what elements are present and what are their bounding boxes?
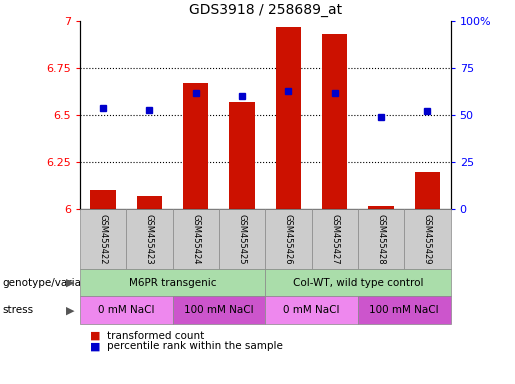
Text: transformed count: transformed count xyxy=(107,331,204,341)
Title: GDS3918 / 258689_at: GDS3918 / 258689_at xyxy=(188,3,342,17)
Text: ■: ■ xyxy=(90,331,100,341)
Text: ■: ■ xyxy=(90,341,100,351)
Text: ▶: ▶ xyxy=(66,278,75,288)
Bar xyxy=(322,34,348,209)
Text: percentile rank within the sample: percentile rank within the sample xyxy=(107,341,283,351)
Bar xyxy=(229,102,255,209)
Text: 0 mM NaCl: 0 mM NaCl xyxy=(283,305,340,315)
Bar xyxy=(368,205,394,209)
Text: ▶: ▶ xyxy=(66,305,75,315)
Text: GSM455428: GSM455428 xyxy=(376,214,386,264)
Text: GSM455427: GSM455427 xyxy=(330,214,339,264)
Text: Col-WT, wild type control: Col-WT, wild type control xyxy=(293,278,423,288)
Text: GSM455426: GSM455426 xyxy=(284,214,293,264)
Text: 0 mM NaCl: 0 mM NaCl xyxy=(98,305,154,315)
Bar xyxy=(183,83,209,209)
Text: GSM455425: GSM455425 xyxy=(237,214,247,264)
Text: M6PR transgenic: M6PR transgenic xyxy=(129,278,216,288)
Bar xyxy=(136,196,162,209)
Text: 100 mM NaCl: 100 mM NaCl xyxy=(369,305,439,315)
Text: GSM455424: GSM455424 xyxy=(191,214,200,264)
Text: GSM455429: GSM455429 xyxy=(423,214,432,264)
Text: GSM455423: GSM455423 xyxy=(145,214,154,264)
Text: stress: stress xyxy=(3,305,33,315)
Text: 100 mM NaCl: 100 mM NaCl xyxy=(184,305,254,315)
Bar xyxy=(415,172,440,209)
Bar xyxy=(90,190,116,209)
Text: genotype/variation: genotype/variation xyxy=(3,278,101,288)
Text: GSM455422: GSM455422 xyxy=(98,214,108,264)
Bar xyxy=(276,27,301,209)
